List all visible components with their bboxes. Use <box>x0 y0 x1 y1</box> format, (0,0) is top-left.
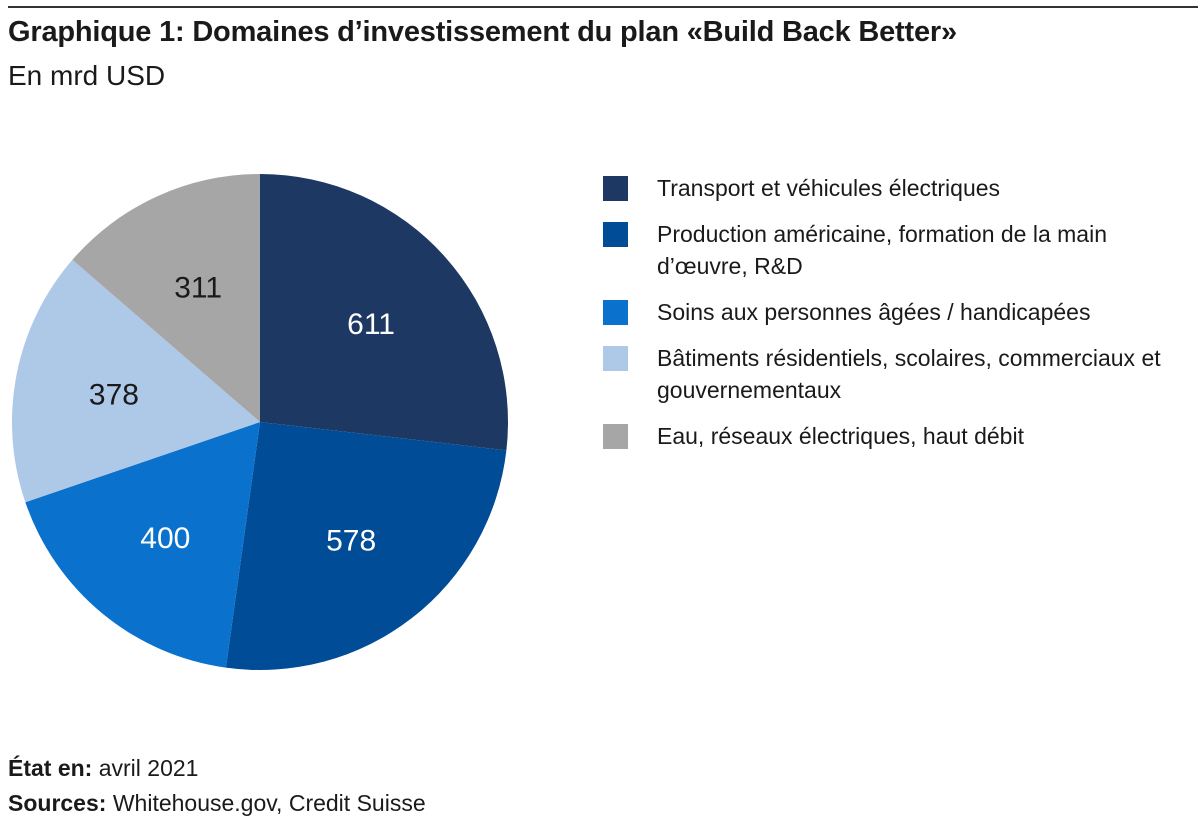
legend-label-4: Bâtiments résidentiels, scolaires, comme… <box>657 345 1161 403</box>
legend-item-4: Bâtiments résidentiels, scolaires, comme… <box>603 342 1193 406</box>
footer-sources-value: Whitehouse.gov, Credit Suisse <box>112 790 426 816</box>
pie-slice-2 <box>225 422 507 670</box>
pie-slice-1 <box>260 174 508 451</box>
legend-swatch-4 <box>603 346 628 371</box>
legend-label-2: Production américaine, formation de la m… <box>657 221 1108 279</box>
top-rule <box>8 6 1198 8</box>
legend-item-1: Transport et véhicules électriques <box>603 172 1193 204</box>
chart-subtitle: En mrd USD <box>8 60 166 91</box>
footer-date-value: avril 2021 <box>98 755 199 781</box>
footer-date-label: État en: <box>8 755 93 781</box>
pie-slice-label-4: 378 <box>89 379 139 412</box>
legend-swatch-2 <box>603 222 628 247</box>
pie-slice-5 <box>72 174 260 422</box>
legend-label-5: Eau, réseaux électriques, haut débit <box>657 423 1024 449</box>
legend-label-1: Transport et véhicules électriques <box>657 175 1001 201</box>
legend-item-5: Eau, réseaux électriques, haut débit <box>603 420 1193 452</box>
pie-slice-4 <box>12 259 260 503</box>
pie-slice-label-2: 578 <box>326 525 376 558</box>
pie-slice-3 <box>25 422 260 668</box>
pie-slice-label-1: 611 <box>347 308 395 341</box>
legend-item-3: Soins aux personnes âgées / handicapées <box>603 296 1193 328</box>
chart-title: Graphique 1: Domaines d’investissement d… <box>8 16 957 48</box>
legend-label-3: Soins aux personnes âgées / handicapées <box>657 299 1091 325</box>
footer-sources: Sources: Whitehouse.gov, Credit Suisse <box>8 790 426 817</box>
legend-swatch-3 <box>603 300 628 325</box>
legend-swatch-1 <box>603 176 628 201</box>
pie-slice-label-3: 400 <box>140 522 190 555</box>
footer-sources-label: Sources: <box>8 790 107 816</box>
footer-date: État en: avril 2021 <box>8 755 198 782</box>
legend-swatch-5 <box>603 424 628 449</box>
legend-item-2: Production américaine, formation de la m… <box>603 218 1193 282</box>
pie-chart: 611 578 400 378 311 <box>12 174 508 670</box>
pie-slice-label-5: 311 <box>174 272 222 305</box>
chart-legend: Transport et véhicules électriques Produc… <box>603 172 1193 466</box>
